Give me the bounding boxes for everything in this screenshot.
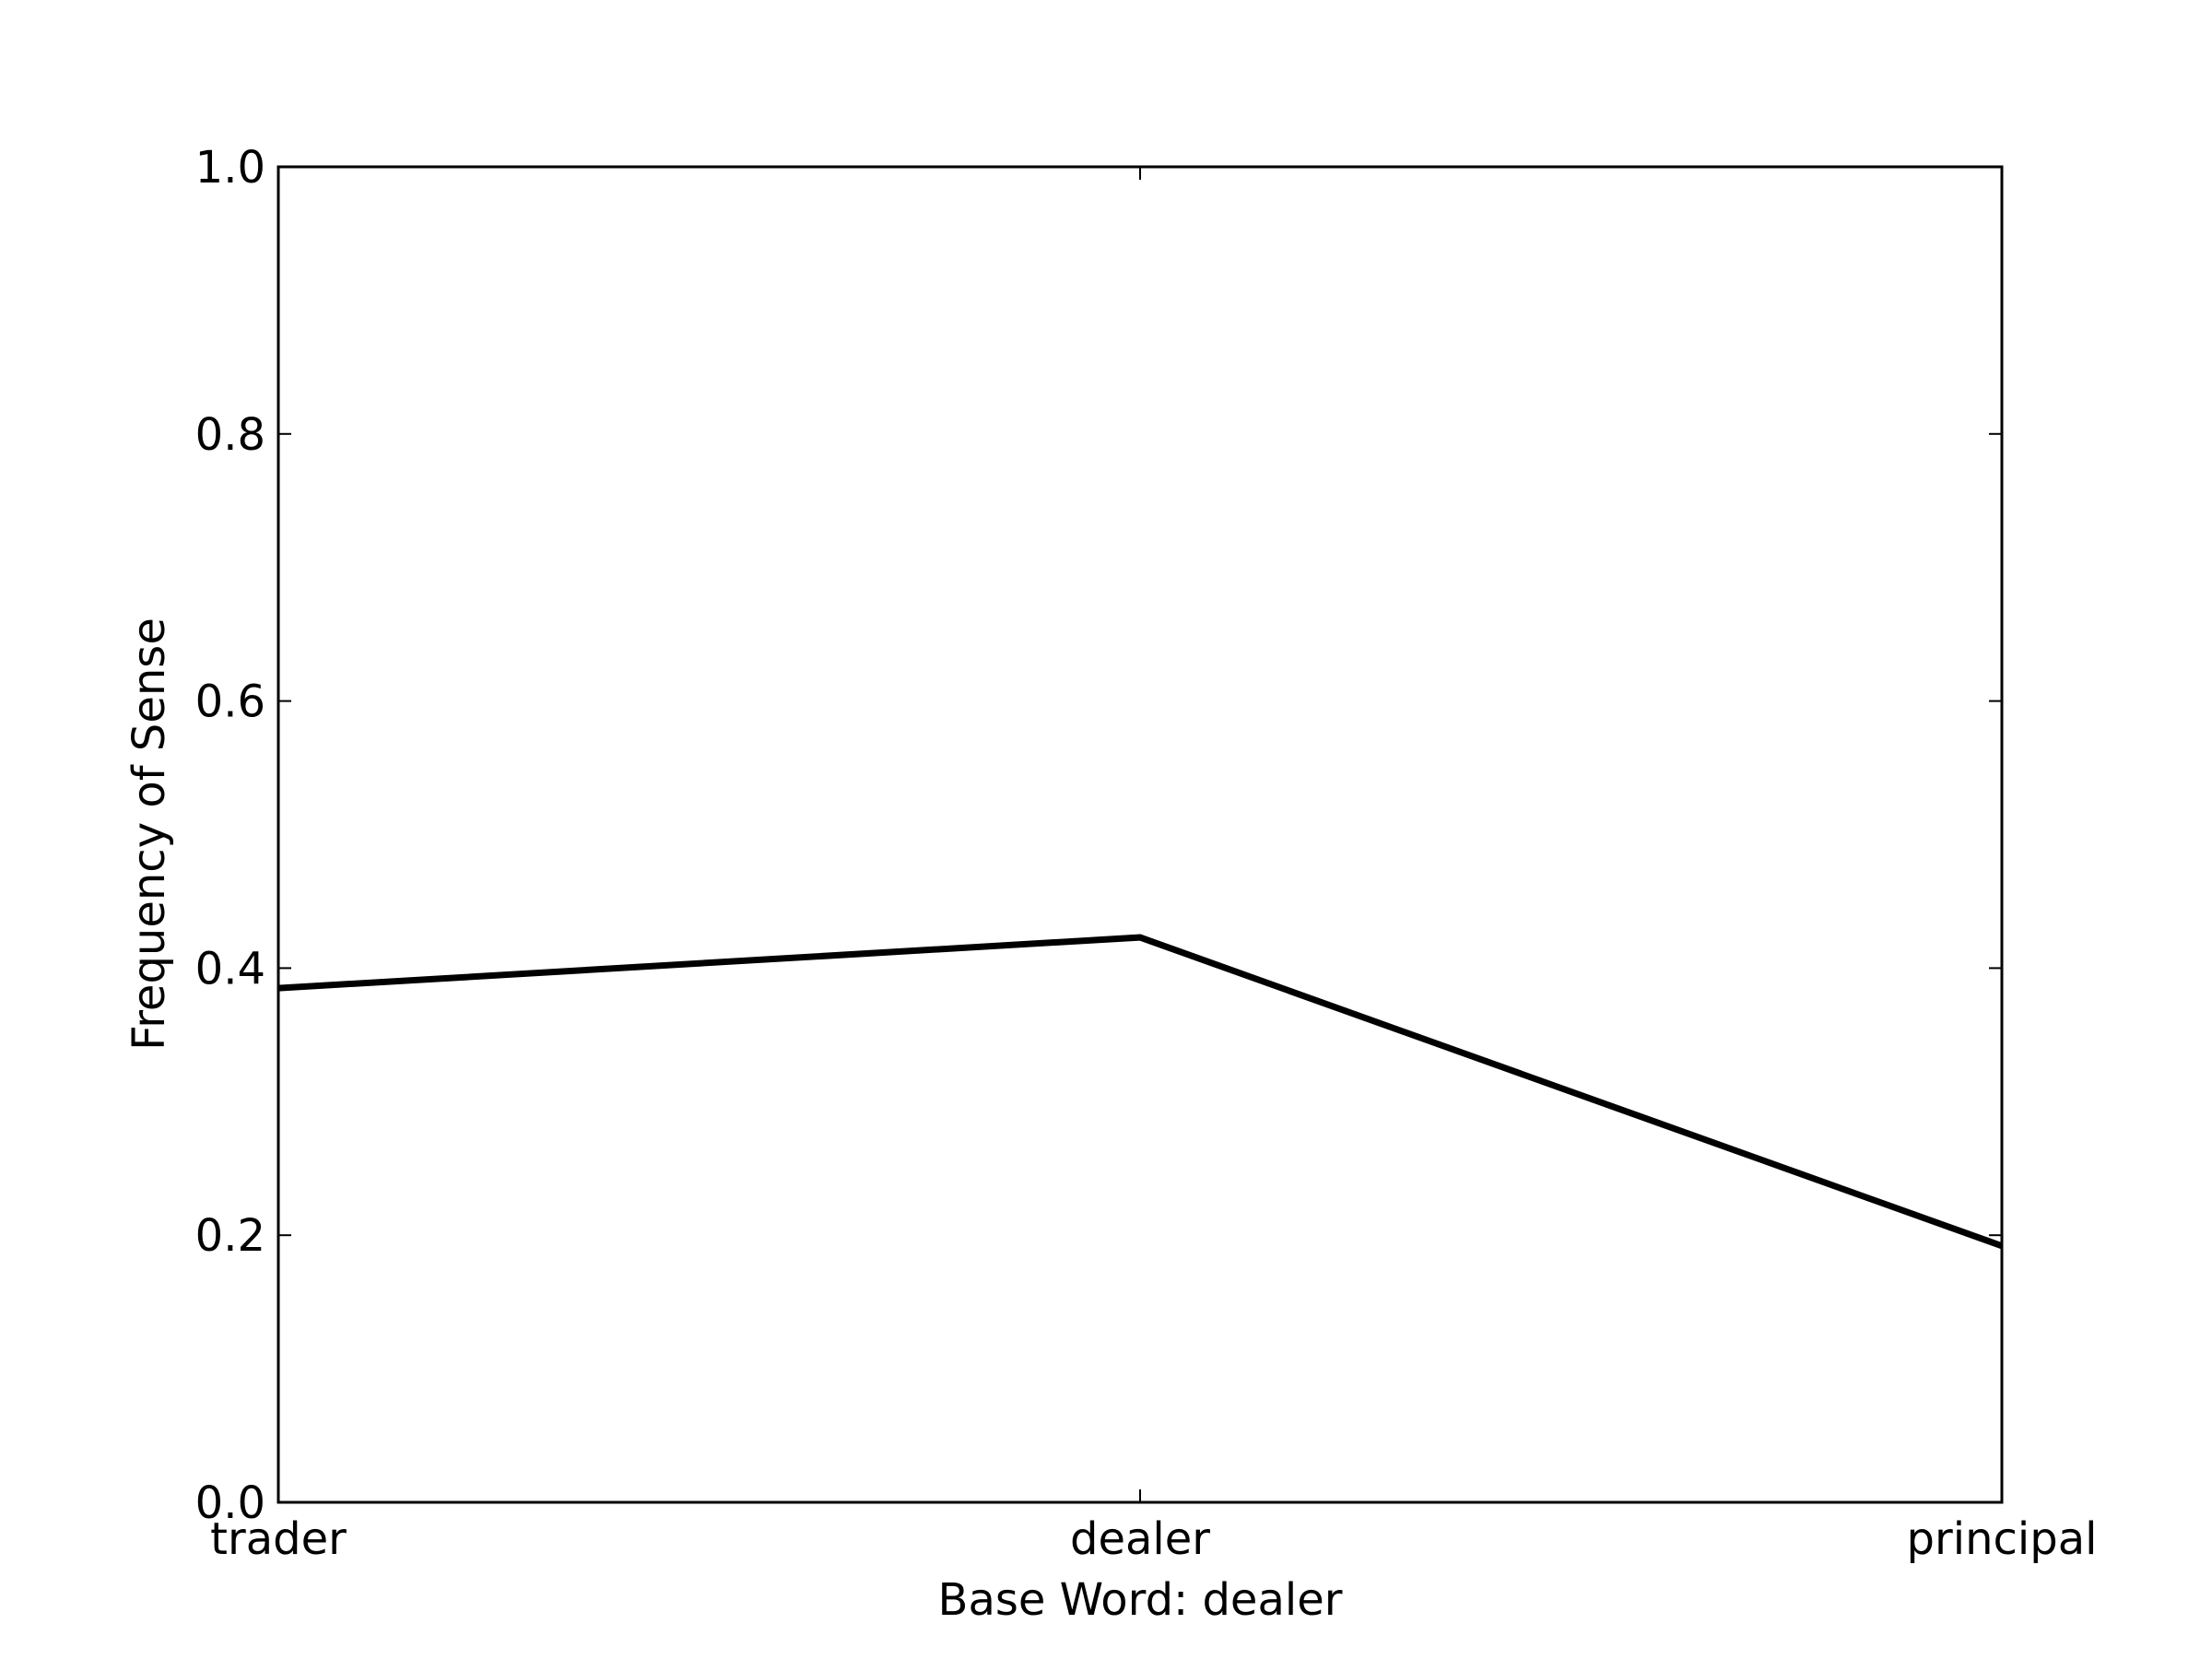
y-tick-label: 0.4 [195, 943, 265, 994]
y-tick-label: 0.6 [195, 677, 265, 728]
y-tick-label: 0.2 [195, 1210, 265, 1262]
y-tick-label: 1.0 [195, 142, 265, 194]
series-layer [277, 934, 2004, 1250]
y-tick-label: 0.8 [195, 409, 265, 461]
y-axis-label: Frequency of Sense [124, 618, 175, 1051]
y-tick-label: 0.0 [195, 1477, 265, 1529]
y-axis-ticks: 0.0 0.2 0.4 0.6 0.8 1.0 [195, 142, 2002, 1529]
x-axis-ticks: trader dealer principal [210, 167, 2097, 1565]
x-tick-label: principal [1907, 1513, 2098, 1565]
x-tick-label: trader [210, 1513, 347, 1565]
x-tick-label: dealer [1070, 1513, 1210, 1565]
x-axis-label: Base Word: dealer [938, 1574, 1343, 1626]
